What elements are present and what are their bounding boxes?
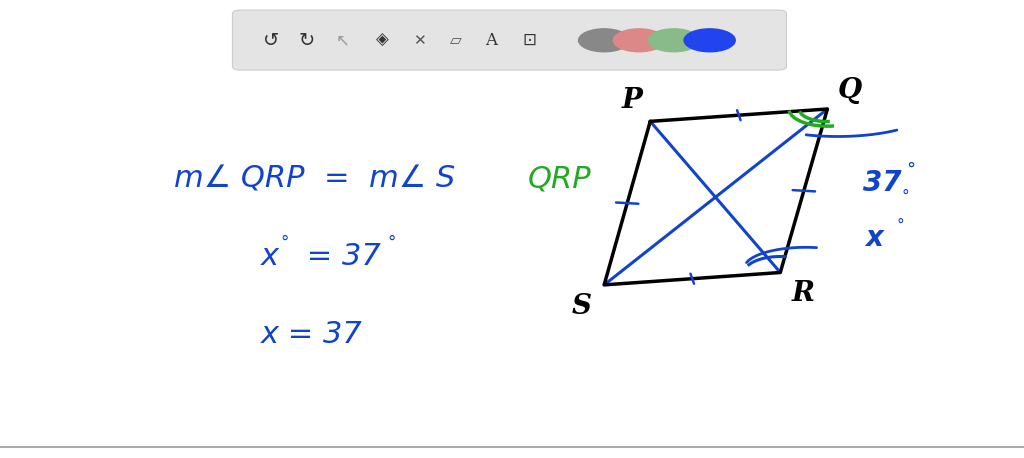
Text: A: A: [485, 32, 498, 49]
Text: m∠ QRP  =  m∠ S: m∠ QRP = m∠ S: [174, 164, 456, 193]
Text: ◈: ◈: [376, 31, 388, 49]
Text: ↺: ↺: [263, 31, 280, 50]
Text: 37: 37: [863, 169, 902, 197]
FancyBboxPatch shape: [232, 10, 786, 70]
Circle shape: [684, 29, 735, 52]
Circle shape: [648, 29, 699, 52]
Text: ↖: ↖: [336, 31, 350, 49]
Text: °: °: [901, 189, 909, 203]
Text: ⊡: ⊡: [522, 31, 537, 49]
Text: P: P: [622, 87, 642, 114]
Text: x: x: [865, 224, 883, 252]
Text: ▱: ▱: [450, 33, 462, 48]
Circle shape: [579, 29, 630, 52]
Text: x = 37: x = 37: [261, 320, 362, 349]
Text: QRP: QRP: [527, 164, 591, 193]
Text: °: °: [281, 234, 289, 252]
Text: ✕: ✕: [414, 33, 426, 48]
Text: °: °: [906, 160, 915, 179]
Text: ↻: ↻: [299, 31, 315, 50]
Circle shape: [613, 29, 665, 52]
Text: = 37: = 37: [297, 242, 381, 271]
Text: Q: Q: [838, 77, 862, 104]
Text: °: °: [896, 218, 904, 233]
Text: x: x: [261, 242, 280, 271]
Text: °: °: [387, 234, 395, 252]
Text: S: S: [571, 294, 592, 320]
Text: R: R: [792, 280, 814, 306]
